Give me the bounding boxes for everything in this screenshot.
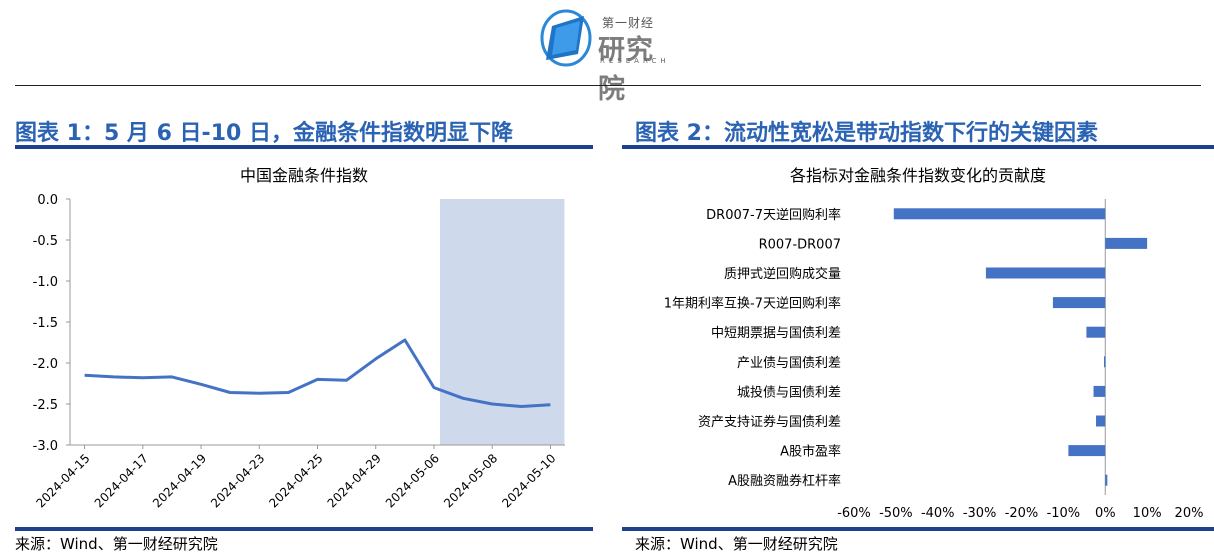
bar [1086,326,1106,338]
left-bottom-rule [15,527,593,531]
x-tick-label: 20% [1175,506,1204,521]
left-heading-rule [15,145,593,149]
right-heading-rule [622,145,1214,149]
x-tick-label: -20% [1005,506,1039,521]
bar [1052,297,1106,309]
x-tick-label: 2024-04-15 [33,451,92,510]
bar [1105,474,1108,486]
x-tick-label: 2024-05-08 [441,451,500,510]
y-tick-label: -2.5 [33,398,58,413]
x-tick-label: -30% [963,506,997,521]
y-tick-label: -1.0 [33,275,58,290]
x-tick-label: 2024-04-19 [150,451,209,510]
x-tick-label: -50% [879,506,913,521]
x-tick-label: 2024-04-17 [92,451,151,510]
right-source-note: 来源：Wind、第一财经研究院 [635,535,838,553]
series-line [84,338,551,408]
left-chart-title: 中国金融条件指数 [239,166,368,185]
header-divider [15,85,1201,86]
right-bar-chart: DR007-7天逆回购利率 R007-DR007 质押式逆回购成交量 1年期利率互换-… [664,199,1204,521]
x-tick-label: 2024-04-23 [208,451,267,510]
right-chart-title: 各指标对金融条件指数变化的贡献度 [789,166,1046,185]
bar [985,267,1106,279]
bar [1093,385,1106,397]
y-tick-label: -2.0 [33,357,58,372]
x-tick-label: -40% [921,506,955,521]
bar [1068,445,1106,457]
category-label: 产业债与国债利差 [737,356,841,371]
y-tick-label: -0.5 [33,234,58,249]
logo-sub-text: RESEARCH [600,57,670,65]
right-panel-heading: 图表 2：流动性宽松是带动指数下行的关键因素 [635,121,1098,146]
x-tick-label: 2024-04-25 [266,451,325,510]
bar [1105,237,1148,249]
bar [1103,356,1106,368]
left-source-note: 来源：Wind、第一财经研究院 [15,535,218,553]
category-label: A股融资融券杠杆率 [728,473,841,489]
y-tick-label: -3.0 [33,439,58,454]
y-tick-label: -1.5 [33,316,58,331]
category-label: 城投债与国债利差 [737,384,841,400]
category-label: 质押式逆回购成交量 [724,266,841,282]
right-bottom-rule [622,527,1214,531]
category-label: A股市盈率 [780,444,841,460]
left-panel-heading: 图表 1：5 月 6 日-10 日，金融条件指数明显下降 [15,121,513,146]
y-tick-label: 0.0 [37,193,58,208]
category-label: R007-DR007 [759,237,841,252]
category-label: DR007-7天逆回购利率 [706,207,841,223]
category-label: 资产支持证券与国债利差 [698,414,841,430]
bar [893,208,1106,220]
category-label: 中短期票据与国债利差 [711,326,841,341]
logo-top-text: 第一财经 [602,16,655,30]
x-tick-label: 2024-05-06 [383,451,442,510]
x-tick-label: 2024-05-10 [499,451,558,510]
x-tick-label: 0% [1095,506,1116,521]
x-tick-label: -60% [837,506,871,521]
highlight-region [439,199,565,445]
category-label: 1年期利率互换-7天逆回购利率 [664,296,841,312]
bar [1096,415,1106,427]
x-tick-label: -10% [1047,506,1081,521]
logo-main-text: 研究院 [598,35,654,105]
logo-mark-icon [540,9,592,67]
x-tick-label: 2024-04-29 [325,451,384,510]
brand-logo: 第一财经 研究院 RESEARCH [540,6,680,105]
x-tick-label: 10% [1133,506,1162,521]
